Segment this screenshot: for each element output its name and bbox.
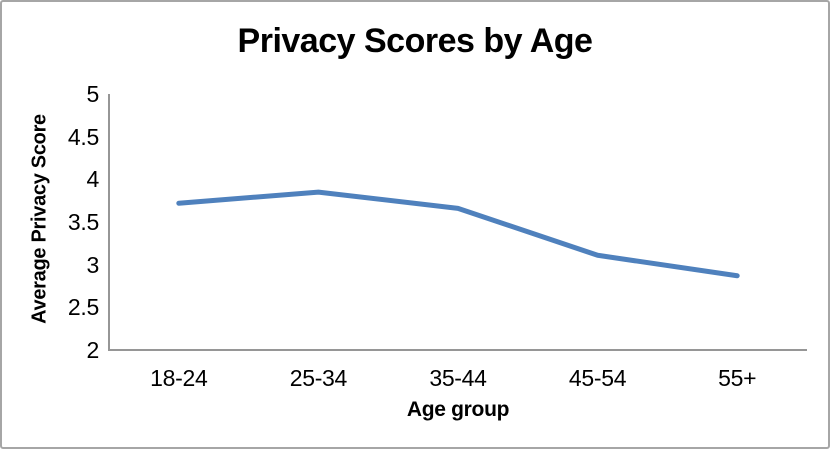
y-tick-label: 4.5	[67, 123, 99, 150]
y-tick-label: 3	[86, 251, 100, 278]
chart-title: Privacy Scores by Age	[237, 22, 593, 60]
x-tick-label: 25-34	[289, 365, 348, 391]
axis-lines	[108, 94, 807, 351]
x-tick-label: 35-44	[429, 365, 487, 391]
x-axis-title: Age group	[406, 398, 510, 421]
y-tick-label: 4	[86, 166, 100, 193]
y-tick-label: 5	[86, 81, 100, 107]
data-line-series	[176, 189, 740, 279]
x-tick-label: 45-54	[568, 365, 627, 391]
y-tick-label: 2	[86, 337, 100, 363]
x-tick-label: 55+	[718, 365, 757, 391]
y-tick-label: 3.5	[67, 209, 99, 235]
y-tick-label: 2.5	[67, 294, 99, 321]
x-tick-label: 18-24	[150, 365, 208, 391]
